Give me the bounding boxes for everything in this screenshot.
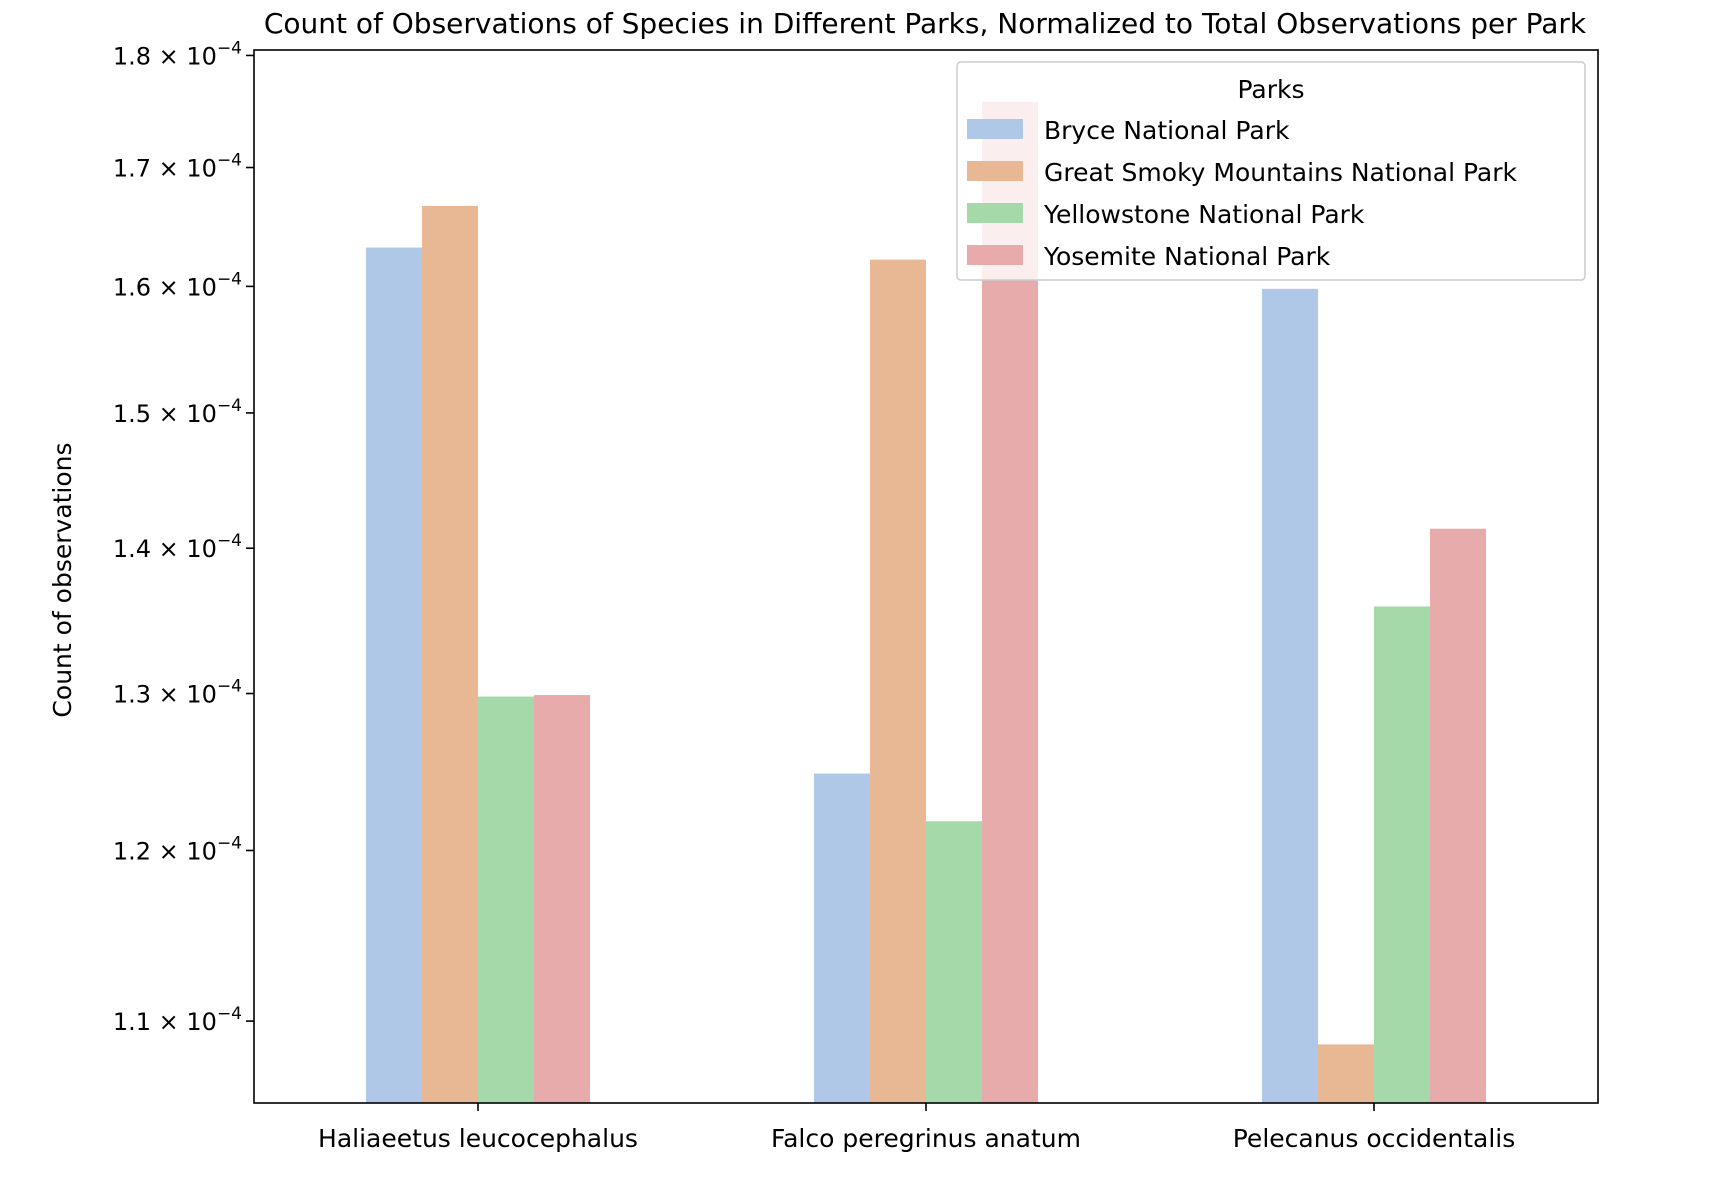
legend-swatch [967,203,1023,223]
y-tick-label: 1.3 × 10−4 [113,677,242,709]
bar-1-4 [534,695,590,1103]
bar-1-1 [366,247,422,1103]
legend-entries: Bryce National Park Great Smoky Mountains… [967,116,1518,271]
legend: Parks Bryce National Park Great Smoky Mou… [956,61,1586,281]
bar-2-1 [814,773,870,1103]
bar-1-2 [422,205,478,1103]
y-tick-label: 1.8 × 10−4 [113,38,242,70]
bar-3-1 [1262,288,1318,1104]
x-tick-label: Haliaeetus leucocephalus [318,1124,638,1153]
bar-1-3 [478,696,534,1103]
x-tick-label: Pelecanus occidentalis [1233,1124,1515,1153]
y-tick-label: 1.2 × 10−4 [113,833,242,865]
bar-3-4 [1430,528,1486,1103]
y-tick-label: 1.1 × 10−4 [113,1004,242,1036]
legend-label: Bryce National Park [1044,116,1290,145]
bars-layer [366,101,1486,1104]
y-tick-label: 1.7 × 10−4 [113,151,242,183]
plot-area-frame [253,49,1599,1104]
y-axis-label: Count of observations [48,442,77,717]
legend-swatch [967,245,1023,265]
y-tick-label: 1.4 × 10−4 [113,531,242,563]
legend-label: Yellowstone National Park [1043,200,1365,229]
bar-2-2 [870,259,926,1103]
bar-3-2 [1318,1044,1374,1103]
bar-2-3 [926,821,982,1103]
legend-swatch [967,161,1023,181]
legend-swatch [967,119,1023,139]
x-axis-ticks: Haliaeetus leucocephalus Falco peregrinus… [318,1103,1515,1153]
legend-box [956,61,1586,281]
legend-label: Yosemite National Park [1043,242,1331,271]
chart-title: Count of Observations of Species in Diff… [264,7,1587,40]
y-axis-ticks: 1.1 × 10−4 1.2 × 10−4 1.3 × 10−4 1.4 × 10−4… [113,38,254,1036]
x-tick-label: Falco peregrinus anatum [771,1124,1081,1153]
legend-title: Parks [1237,75,1304,104]
y-tick-label: 1.6 × 10−4 [113,269,242,301]
legend-label: Great Smoky Mountains National Park [1044,158,1518,187]
y-tick-label: 1.5 × 10−4 [113,396,242,428]
bar-3-3 [1374,606,1430,1103]
